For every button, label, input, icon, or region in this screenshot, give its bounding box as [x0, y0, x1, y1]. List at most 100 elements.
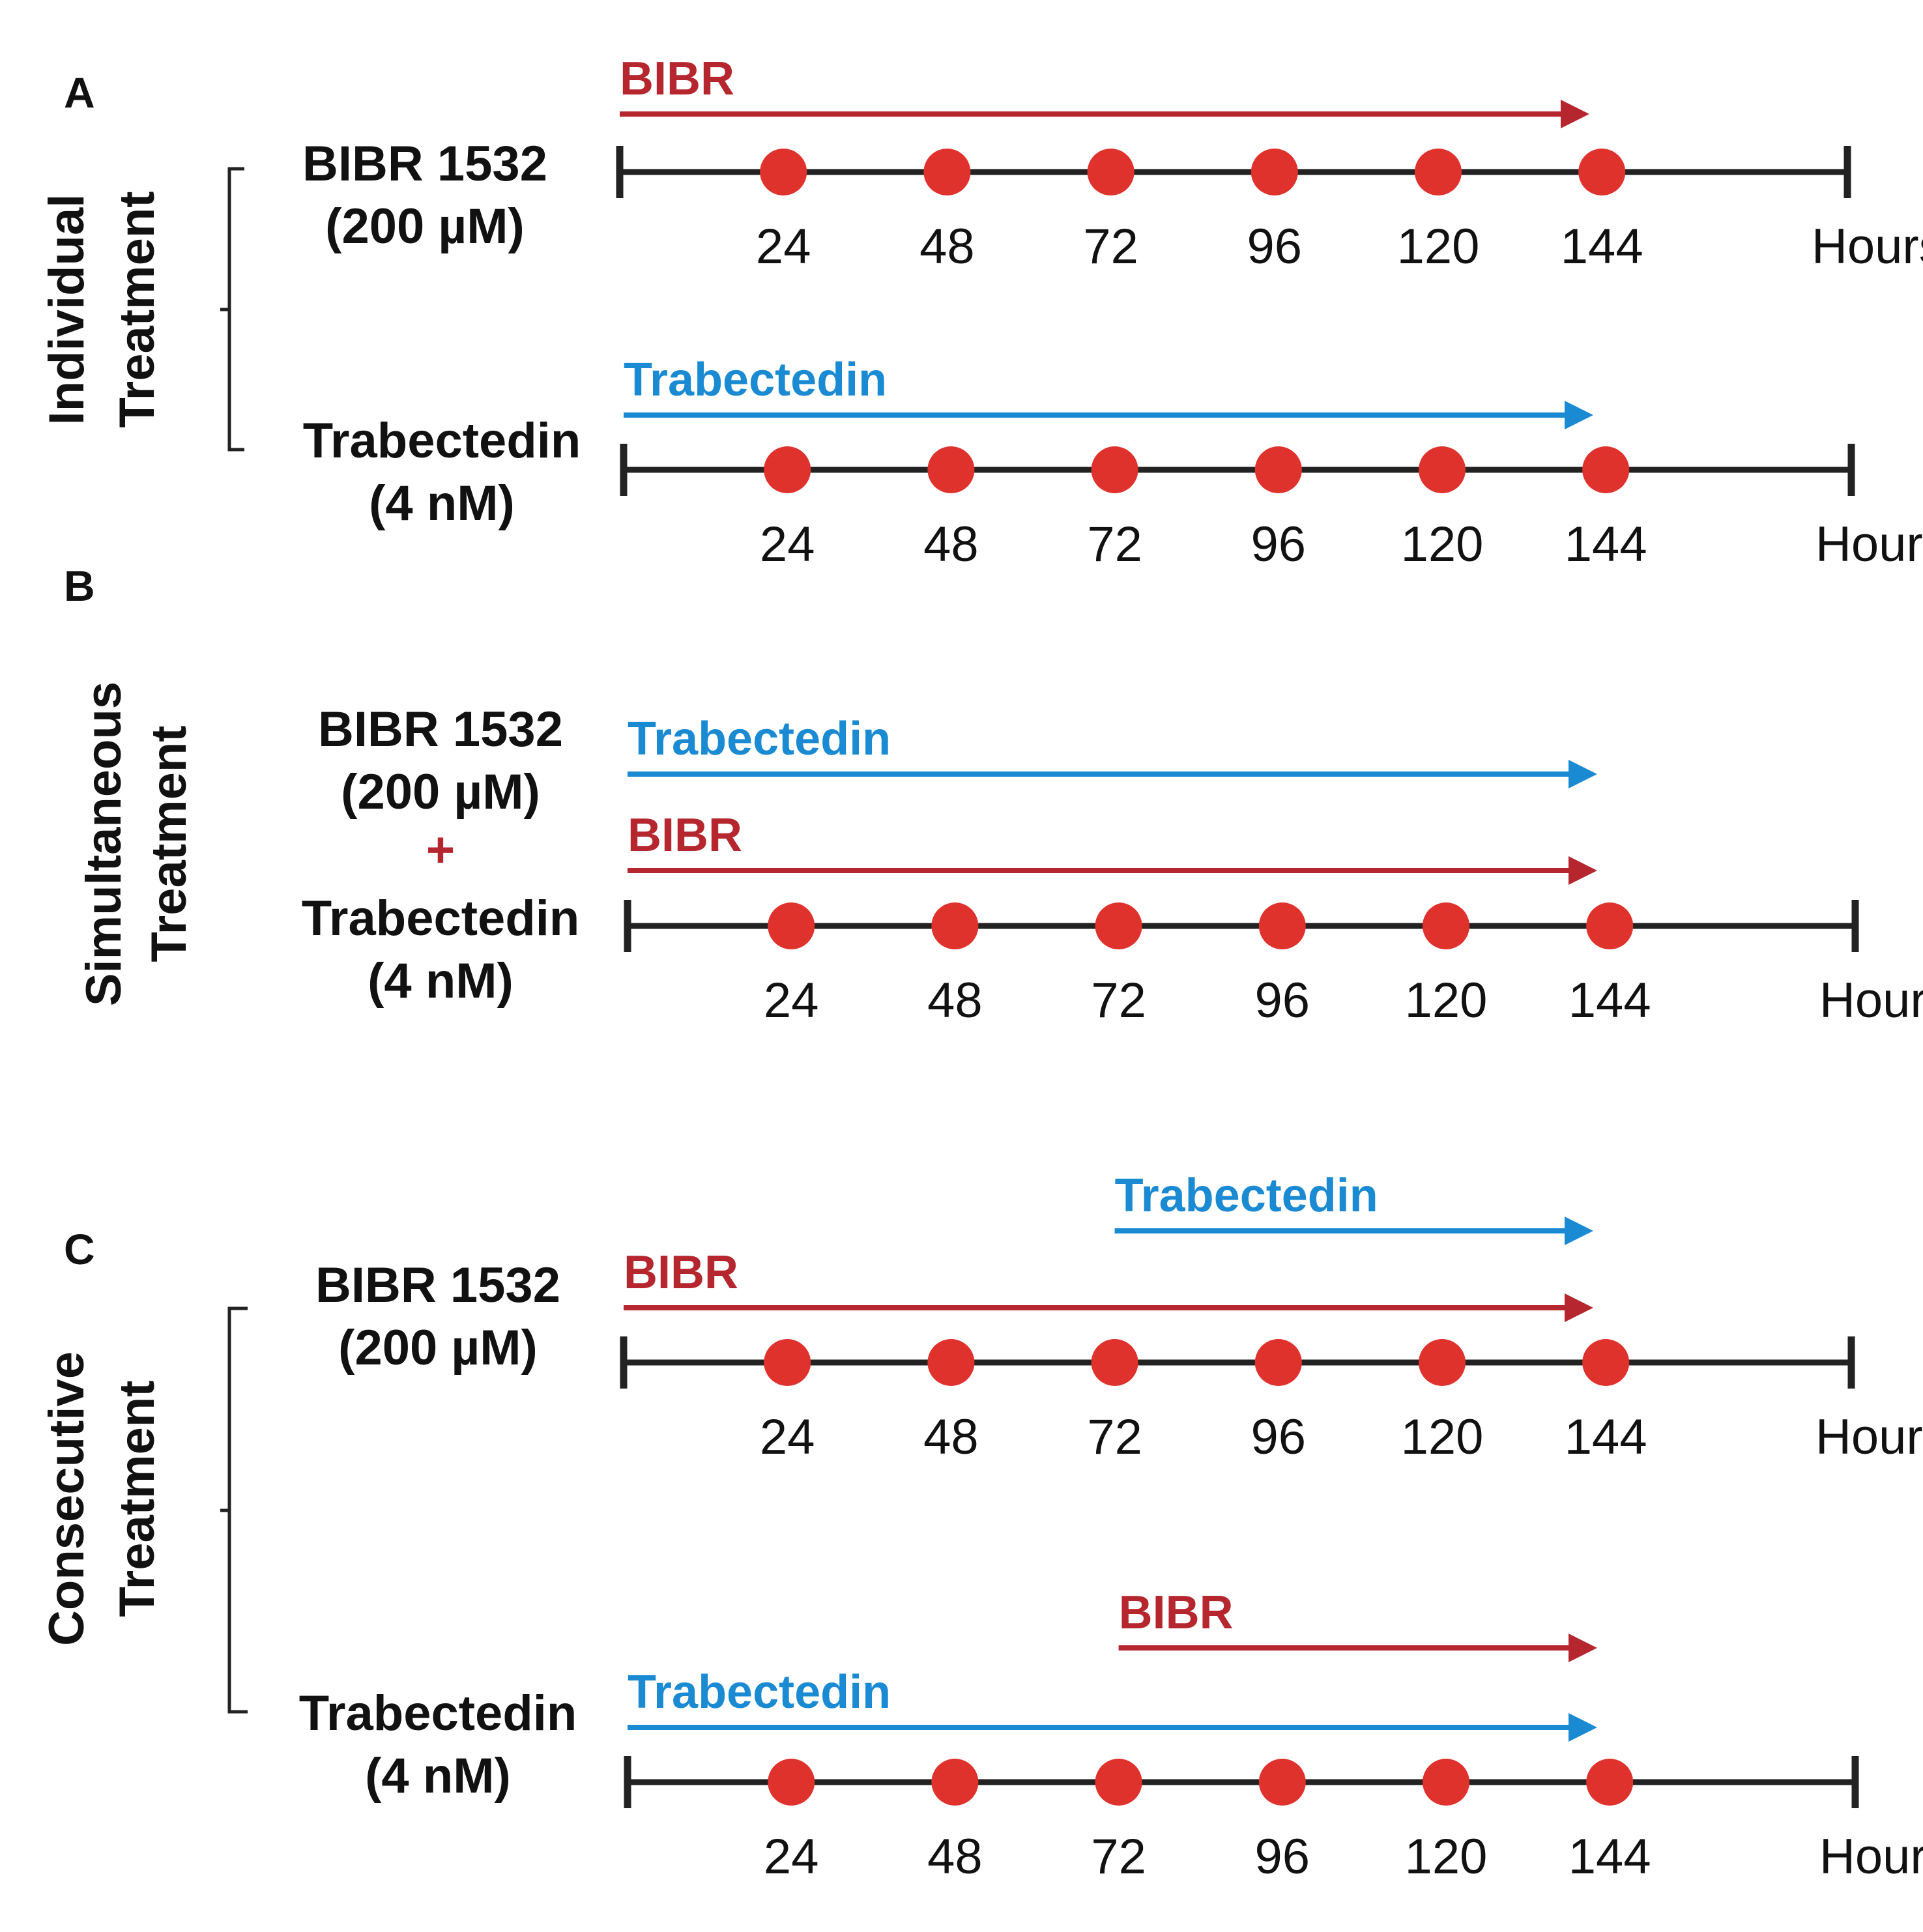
timepoint-dot — [927, 446, 975, 493]
timepoint-dot — [760, 149, 807, 195]
tick-label: 120 — [1401, 1409, 1484, 1465]
timepoint-dot — [768, 1759, 815, 1806]
tick-label: 72 — [1087, 1409, 1142, 1465]
timepoint-dot — [1095, 902, 1142, 949]
group-label-consecutive: Consecutive Treatment — [39, 1351, 165, 1646]
timepoint-dot — [927, 1339, 975, 1386]
drug-label-line: Trabectedin — [303, 413, 581, 469]
units-label: Hours — [1819, 973, 1923, 1028]
drug-label-line: Trabectedin — [302, 891, 580, 946]
timepoint-dot — [1586, 1759, 1634, 1806]
bibr-arrow-label: BIBR — [624, 1247, 738, 1299]
timepoint-dot — [1586, 902, 1634, 949]
drug-label-line: (4 nM) — [369, 476, 515, 531]
tick-label: 48 — [923, 1409, 979, 1465]
tick-label: 120 — [1401, 517, 1484, 572]
timepoint-dot — [1582, 446, 1630, 493]
timepoint-dot — [1254, 446, 1302, 493]
timeline-row: BIBR Trabectedin 24 48 72 96 120 144 Hours — [624, 1587, 1923, 1884]
tick-label: 24 — [760, 517, 815, 572]
tick-label: 48 — [927, 1829, 983, 1884]
units-label: Hours — [1812, 219, 1923, 274]
timeline-row: Trabectedin 24 48 72 96 120 144 Hours — [620, 354, 1923, 572]
timepoint-dot — [1091, 1339, 1138, 1386]
trabectedin-arrow-label: Trabectedin — [628, 713, 891, 765]
trabectedin-arrow-label: Trabectedin — [624, 354, 887, 406]
drug-label-line: BIBR 1532 — [318, 702, 563, 757]
tick-label: 24 — [760, 1409, 815, 1465]
timepoint-dot — [764, 446, 811, 493]
timeline-layer: BIBR 24 48 72 96 120 144 Hours Trabectedin 24 48 72… — [616, 53, 1923, 1884]
units-label: Hours — [1815, 1409, 1923, 1465]
drug-label-line: Trabectedin — [299, 1686, 577, 1741]
group-label-line-1: Individual — [39, 194, 94, 425]
timepoint-dot — [923, 149, 971, 195]
tick-label: 48 — [923, 517, 979, 572]
timeline-row: Trabectedin BIBR 24 48 72 96 120 144 Hours — [624, 713, 1923, 1028]
panel-letter-a: A — [64, 68, 95, 117]
tick-label: 144 — [1565, 517, 1647, 572]
group-label-individual: Individual Treatment — [39, 191, 165, 427]
drug-label-c-trabectedin: Trabectedin (4 nM) — [299, 1686, 577, 1804]
bibr-arrow-label: BIBR — [1119, 1587, 1234, 1639]
timeline-row: Trabectedin BIBR 24 48 72 96 120 144 Hours — [620, 1170, 1923, 1465]
timepoint-dot — [1419, 446, 1466, 493]
bracket-individual — [220, 167, 244, 452]
tick-label: 144 — [1569, 1829, 1651, 1884]
panel-letter-c: C — [64, 1225, 95, 1273]
timepoint-dot — [1423, 1759, 1469, 1806]
trabectedin-arrow-label: Trabectedin — [1115, 1170, 1378, 1222]
drug-label-line: (200 µM) — [338, 1320, 538, 1376]
tick-label: 144 — [1569, 973, 1651, 1028]
tick-label: 24 — [764, 1829, 819, 1884]
drug-label-c-bibr: BIBR 1532 (200 µM) — [315, 1258, 560, 1376]
panel-letter-b: B — [64, 562, 95, 610]
timepoint-dot — [1415, 149, 1462, 195]
timepoint-dot — [1258, 1759, 1306, 1806]
timepoint-dot — [931, 902, 979, 949]
group-label-line-1: Simultaneous — [76, 682, 132, 1006]
tick-label: 96 — [1247, 219, 1303, 274]
timepoint-dot — [1091, 446, 1138, 493]
group-label-line-2: Treatment — [141, 725, 197, 962]
drug-label-b-combined: BIBR 1532 (200 µM) + Trabectedin (4 nM) — [302, 702, 580, 1009]
drug-label-line: (200 µM) — [325, 199, 525, 254]
tick-label: 120 — [1405, 973, 1488, 1028]
units-label: Hours — [1815, 517, 1923, 572]
drug-label-a-trabectedin: Trabectedin (4 nM) — [303, 413, 581, 531]
bibr-arrow-label: BIBR — [620, 53, 734, 105]
group-label-line-2: Treatment — [109, 191, 165, 427]
plus-sign: + — [426, 822, 455, 878]
tick-label: 144 — [1561, 219, 1643, 274]
tick-label: 96 — [1251, 1409, 1307, 1465]
group-label-simultaneous: Simultaneous Treatment — [76, 682, 197, 1006]
group-label-line-1: Consecutive — [39, 1351, 94, 1646]
timepoint-dot — [768, 902, 815, 949]
timepoint-dot — [1258, 902, 1306, 949]
trabectedin-arrow-label: Trabectedin — [628, 1666, 891, 1718]
drug-label-line: BIBR 1532 — [302, 136, 547, 192]
tick-label: 144 — [1565, 1409, 1647, 1465]
drug-label-line: (4 nM) — [365, 1748, 511, 1804]
tick-label: 24 — [764, 973, 819, 1028]
tick-label: 96 — [1255, 973, 1310, 1028]
timeline-row: BIBR 24 48 72 96 120 144 Hours — [616, 53, 1923, 274]
bracket-consecutive — [220, 1306, 248, 1714]
timepoint-dot — [1582, 1339, 1630, 1386]
drug-label-a-bibr: BIBR 1532 (200 µM) — [302, 136, 547, 254]
timepoint-dot — [1095, 1759, 1142, 1806]
timepoint-dot — [1251, 149, 1298, 195]
tick-label: 48 — [919, 219, 975, 274]
drug-label-line: BIBR 1532 — [315, 1258, 560, 1313]
tick-label: 72 — [1091, 1829, 1146, 1884]
tick-label: 24 — [756, 219, 811, 274]
tick-label: 72 — [1087, 517, 1142, 572]
drug-label-line: (4 nM) — [368, 953, 513, 1009]
timepoint-dot — [1419, 1339, 1466, 1386]
timepoint-dot — [1254, 1339, 1302, 1386]
timepoint-dot — [764, 1339, 811, 1386]
tick-label: 120 — [1397, 219, 1480, 274]
timepoint-dot — [931, 1759, 979, 1806]
timepoint-dot — [1578, 149, 1626, 195]
